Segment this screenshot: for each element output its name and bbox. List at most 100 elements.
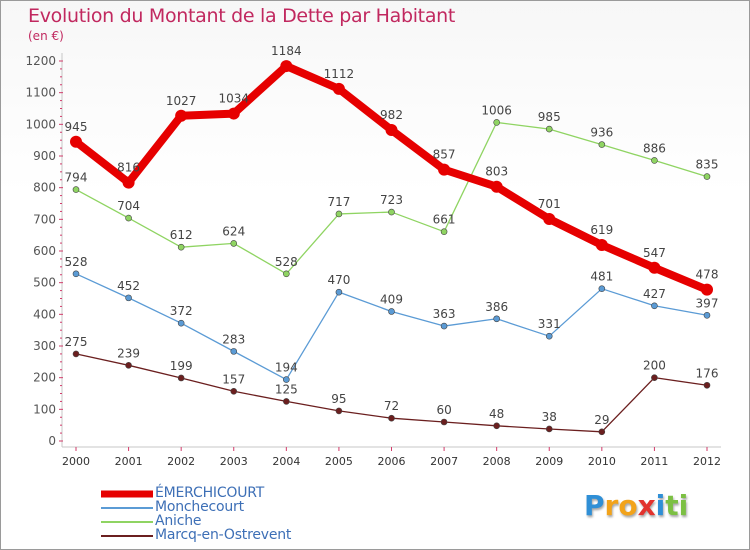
x-tick-label: 2001 [115,455,143,468]
data-point [703,173,711,180]
y-tick-label: 0 [48,434,56,448]
x-tick-label: 2012 [693,455,721,468]
series--merchicourt [70,60,713,296]
x-tick-label: 2006 [378,455,406,468]
data-point [648,261,661,274]
data-point [227,107,240,120]
data-label: 363 [433,307,456,321]
data-label: 199 [170,359,193,373]
data-point [283,270,290,278]
data-point [280,60,293,73]
data-point [385,124,398,137]
legend-swatch [101,535,153,537]
data-label: 624 [222,224,245,238]
logo-letter: x [637,489,656,522]
data-label: 125 [275,382,298,396]
x-tick-label: 2002 [167,455,195,468]
data-label: 704 [117,199,140,213]
data-point [440,322,448,330]
data-point [332,82,345,95]
data-point [177,243,185,251]
y-tick-label: 600 [33,244,56,258]
data-point [335,407,343,415]
data-point [543,213,556,226]
data-point [651,157,658,164]
data-label: 478 [696,268,719,282]
y-tick-label: 200 [33,371,56,385]
data-point [230,348,238,355]
legend-swatch [101,490,153,498]
data-label: 38 [542,410,557,424]
logo-letter: t [665,489,679,522]
data-point [545,332,553,340]
data-label: 794 [65,171,88,185]
data-label: 936 [590,126,613,140]
data-label: 200 [643,359,666,373]
series-monchecourt [72,270,711,383]
legend-label: Aniche [155,513,202,529]
data-label: 283 [222,332,245,346]
data-label: 723 [380,193,403,207]
data-label: 803 [485,165,508,179]
data-label: 886 [643,141,666,155]
data-point [230,240,238,247]
data-point [125,294,132,302]
data-point [440,228,448,235]
data-label: 386 [485,300,508,314]
data-point [283,376,290,383]
data-point [440,418,448,426]
data-point [651,302,658,310]
data-label: 1112 [324,67,355,81]
data-label: 29 [594,413,609,427]
data-point [72,350,80,358]
data-point [598,428,606,436]
data-label: 372 [170,304,193,318]
data-point [595,238,608,251]
data-label: 982 [380,108,403,122]
series-aniche [72,119,711,278]
legend-swatch [101,507,153,509]
data-point [335,288,343,296]
y-tick-label: 1000 [25,117,56,131]
data-point [598,285,606,292]
x-tick-label: 2000 [62,455,90,468]
data-label: 275 [65,335,88,349]
y-tick-label: 400 [33,307,56,321]
data-point [230,387,238,395]
logo-letter: P [584,489,605,522]
chart-title: Evolution du Montant de la Dette par Hab… [28,5,456,27]
data-point [701,283,713,296]
data-label: 619 [590,223,613,237]
data-point [177,319,185,327]
data-point [388,308,395,315]
proxiti-logo: Proxiti [584,489,688,522]
data-label: 397 [696,296,719,310]
x-tick-label: 2004 [272,455,300,468]
data-point [493,119,500,126]
data-label: 194 [275,361,298,375]
data-label: 409 [380,292,403,306]
data-point [545,125,553,133]
data-label: 816 [117,161,140,175]
logo-letter: i [678,489,689,522]
legend-label: Marcq-en-Ostrevent [155,527,292,543]
y-tick-label: 500 [33,276,56,290]
data-label: 157 [222,372,245,386]
data-point [703,311,711,319]
data-point [70,135,82,148]
y-tick-label: 300 [33,339,56,353]
x-tick-label: 2009 [535,455,563,468]
data-label: 481 [590,270,613,284]
y-tick-label: 700 [33,212,56,226]
data-label: 857 [433,148,456,162]
data-label: 717 [327,195,350,209]
data-point [122,176,135,189]
x-tick-label: 2011 [640,455,668,468]
data-label: 427 [643,287,666,301]
data-point [335,210,343,218]
data-label: 945 [65,120,88,134]
series-marcq-en-ostrevent [72,350,711,436]
x-tick-label: 2003 [220,455,248,468]
